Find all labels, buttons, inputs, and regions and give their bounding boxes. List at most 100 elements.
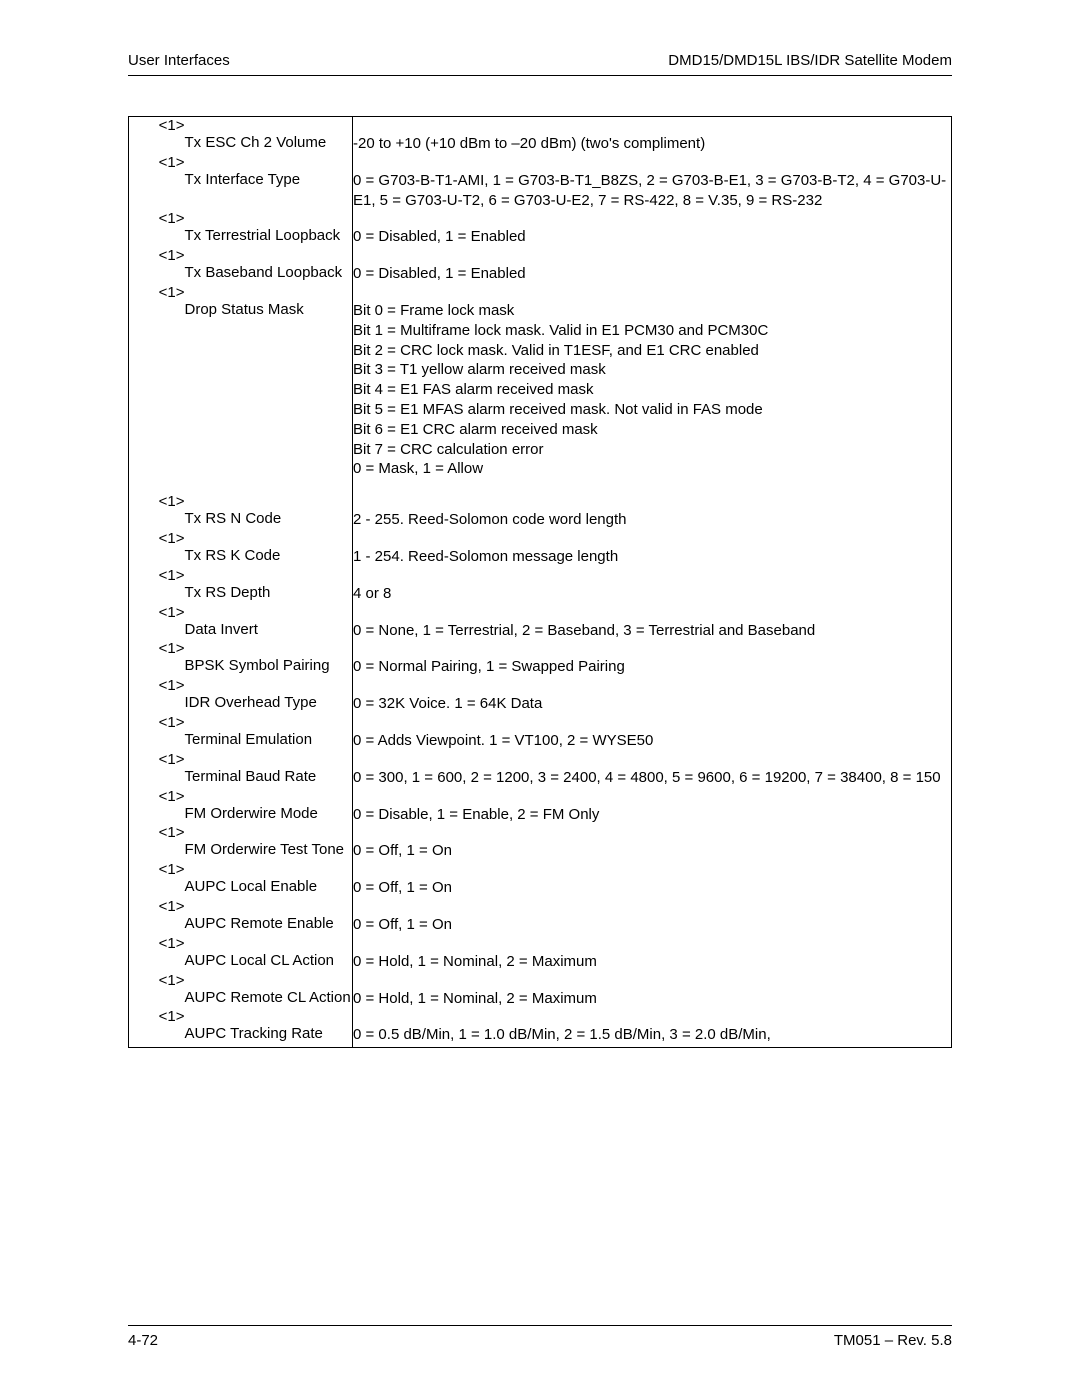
- parameter-description: 0 = Off, 1 = On: [353, 841, 952, 861]
- empty-cell: [129, 584, 185, 604]
- empty-cell: [185, 677, 353, 694]
- empty-cell: [353, 861, 952, 878]
- parameter-name: AUPC Remote Enable: [185, 915, 353, 935]
- parameter-name: Data Invert: [185, 621, 353, 641]
- parameter-name: Tx Baseband Loopback: [185, 264, 353, 284]
- footer-right: TM051 – Rev. 5.8: [834, 1332, 952, 1349]
- empty-cell: [353, 898, 952, 915]
- parameter-description: -20 to +10 (+10 dBm to –20 dBm) (two's c…: [353, 134, 952, 154]
- parameter-name: FM Orderwire Test Tone: [185, 841, 353, 861]
- parameter-description: 0 = 32K Voice. 1 = 64K Data: [353, 694, 952, 714]
- byte-tag: <1>: [129, 788, 185, 805]
- empty-cell: [185, 154, 353, 171]
- byte-tag: <1>: [129, 117, 185, 135]
- header-left: User Interfaces: [128, 52, 230, 69]
- parameter-description: 0 = Disabled, 1 = Enabled: [353, 227, 952, 247]
- empty-cell: [353, 1008, 952, 1025]
- parameter-name: IDR Overhead Type: [185, 694, 353, 714]
- page: User Interfaces DMD15/DMD15L IBS/IDR Sat…: [0, 0, 1080, 1397]
- empty-cell: [185, 640, 353, 657]
- empty-cell: [353, 284, 952, 301]
- parameter-name: AUPC Local Enable: [185, 878, 353, 898]
- empty-cell: [129, 510, 185, 530]
- byte-tag: <1>: [129, 247, 185, 264]
- parameter-table: <1>Tx ESC Ch 2 Volume-20 to +10 (+10 dBm…: [128, 116, 952, 1048]
- empty-cell: [185, 567, 353, 584]
- header-right: DMD15/DMD15L IBS/IDR Satellite Modem: [668, 52, 952, 69]
- empty-cell: [129, 171, 185, 211]
- empty-cell: [353, 640, 952, 657]
- parameter-description: 0 = Disabled, 1 = Enabled: [353, 264, 952, 284]
- empty-cell: [353, 154, 952, 171]
- empty-cell: [185, 861, 353, 878]
- empty-cell: [185, 247, 353, 264]
- parameter-name: BPSK Symbol Pairing: [185, 657, 353, 677]
- byte-tag: <1>: [129, 493, 185, 510]
- empty-cell: [185, 1008, 353, 1025]
- empty-cell: [129, 952, 185, 972]
- parameter-name: AUPC Remote CL Action: [185, 989, 353, 1009]
- parameter-description: 0 = Hold, 1 = Nominal, 2 = Maximum: [353, 952, 952, 972]
- empty-cell: [353, 824, 952, 841]
- empty-cell: [185, 824, 353, 841]
- parameter-description: 0 = None, 1 = Terrestrial, 2 = Baseband,…: [353, 621, 952, 641]
- byte-tag: <1>: [129, 714, 185, 731]
- empty-cell: [353, 972, 952, 989]
- empty-cell: [353, 247, 952, 264]
- byte-tag: <1>: [129, 640, 185, 657]
- parameter-name: FM Orderwire Mode: [185, 805, 353, 825]
- empty-cell: [185, 751, 353, 768]
- parameter-name: Drop Status Mask: [185, 301, 353, 479]
- parameter-name: Tx RS N Code: [185, 510, 353, 530]
- parameter-description: 0 = Hold, 1 = Nominal, 2 = Maximum: [353, 989, 952, 1009]
- empty-cell: [129, 1025, 185, 1047]
- empty-cell: [129, 878, 185, 898]
- byte-tag: <1>: [129, 210, 185, 227]
- parameter-description: 0 = G703-B-T1-AMI, 1 = G703-B-T1_B8ZS, 2…: [353, 171, 952, 211]
- parameter-name: Terminal Baud Rate: [185, 768, 353, 788]
- empty-cell: [185, 898, 353, 915]
- parameter-description: 0 = 300, 1 = 600, 2 = 1200, 3 = 2400, 4 …: [353, 768, 952, 788]
- empty-cell: [129, 621, 185, 641]
- empty-cell: [129, 731, 185, 751]
- empty-cell: [185, 210, 353, 227]
- parameter-description: 4 or 8: [353, 584, 952, 604]
- empty-cell: [129, 989, 185, 1009]
- empty-cell: [353, 935, 952, 952]
- empty-cell: [129, 227, 185, 247]
- byte-tag: <1>: [129, 154, 185, 171]
- byte-tag: <1>: [129, 751, 185, 768]
- empty-cell: [129, 805, 185, 825]
- byte-tag: <1>: [129, 677, 185, 694]
- page-footer: 4-72 TM051 – Rev. 5.8: [128, 1325, 952, 1349]
- byte-tag: <1>: [129, 935, 185, 952]
- empty-cell: [185, 284, 353, 301]
- parameter-name: AUPC Tracking Rate: [185, 1025, 353, 1047]
- empty-cell: [185, 972, 353, 989]
- empty-cell: [185, 530, 353, 547]
- parameter-name: Tx RS K Code: [185, 547, 353, 567]
- spacer: [353, 479, 952, 493]
- parameter-description: 0 = Off, 1 = On: [353, 878, 952, 898]
- empty-cell: [353, 210, 952, 227]
- empty-cell: [353, 751, 952, 768]
- parameter-description: 0 = Disable, 1 = Enable, 2 = FM Only: [353, 805, 952, 825]
- byte-tag: <1>: [129, 824, 185, 841]
- empty-cell: [129, 547, 185, 567]
- byte-tag: <1>: [129, 284, 185, 301]
- empty-cell: [353, 493, 952, 510]
- parameter-description: 0 = 0.5 dB/Min, 1 = 1.0 dB/Min, 2 = 1.5 …: [353, 1025, 952, 1047]
- footer-left: 4-72: [128, 1332, 158, 1349]
- byte-tag: <1>: [129, 604, 185, 621]
- empty-cell: [129, 768, 185, 788]
- spacer: [129, 479, 185, 493]
- spacer: [185, 479, 353, 493]
- parameter-name: Tx Interface Type: [185, 171, 353, 211]
- parameter-name: AUPC Local CL Action: [185, 952, 353, 972]
- parameter-name: Tx RS Depth: [185, 584, 353, 604]
- parameter-name: Tx Terrestrial Loopback: [185, 227, 353, 247]
- parameter-description: 0 = Normal Pairing, 1 = Swapped Pairing: [353, 657, 952, 677]
- empty-cell: [129, 301, 185, 479]
- empty-cell: [185, 493, 353, 510]
- empty-cell: [185, 117, 353, 135]
